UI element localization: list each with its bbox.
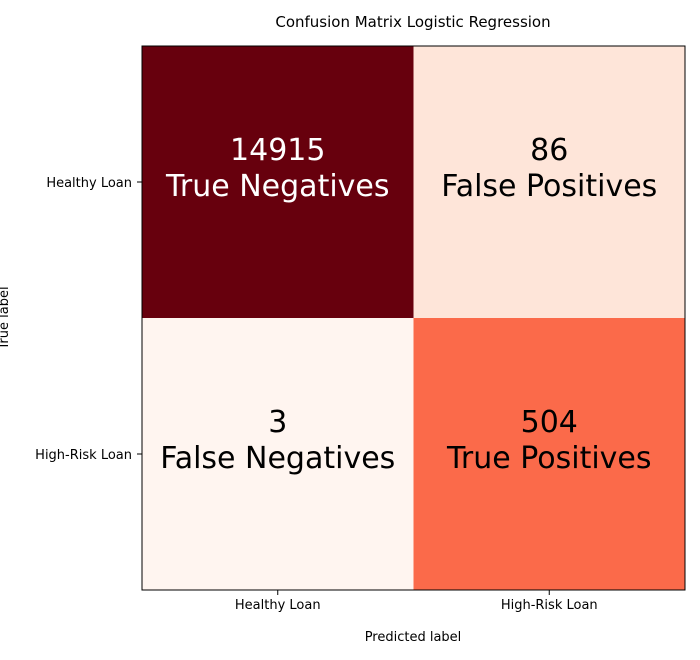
cell-category-label: False Negatives: [160, 441, 395, 476]
y-tick-label: Healthy Loan: [46, 176, 132, 191]
cell-value-label: 504: [521, 405, 578, 440]
cell-category-label: True Negatives: [165, 169, 390, 204]
cell-value-label: 3: [268, 405, 287, 440]
matrix-cell: [142, 46, 414, 319]
matrix-cell: [142, 318, 414, 591]
x-tick-label: Healthy Loan: [235, 598, 321, 613]
plot-frame: [141, 45, 686, 591]
cell-value-label: 86: [530, 133, 568, 168]
cell-value-label: 14915: [230, 133, 325, 168]
y-axis-ticks: Healthy Loan High-Risk Loan: [35, 176, 142, 463]
y-axis-label: True label: [0, 286, 12, 350]
x-axis-ticks: Healthy Loan High-Risk Loan: [235, 590, 598, 613]
cell-category-label: False Positives: [441, 169, 657, 204]
y-tick-label: High-Risk Loan: [35, 448, 132, 463]
chart-title: Confusion Matrix Logistic Regression: [275, 13, 550, 31]
cell-category-label: True Positives: [446, 441, 652, 476]
matrix-cell: [413, 318, 686, 591]
x-axis-label: Predicted label: [365, 630, 462, 645]
x-tick-label: High-Risk Loan: [501, 598, 598, 613]
matrix-cell: [413, 46, 686, 319]
